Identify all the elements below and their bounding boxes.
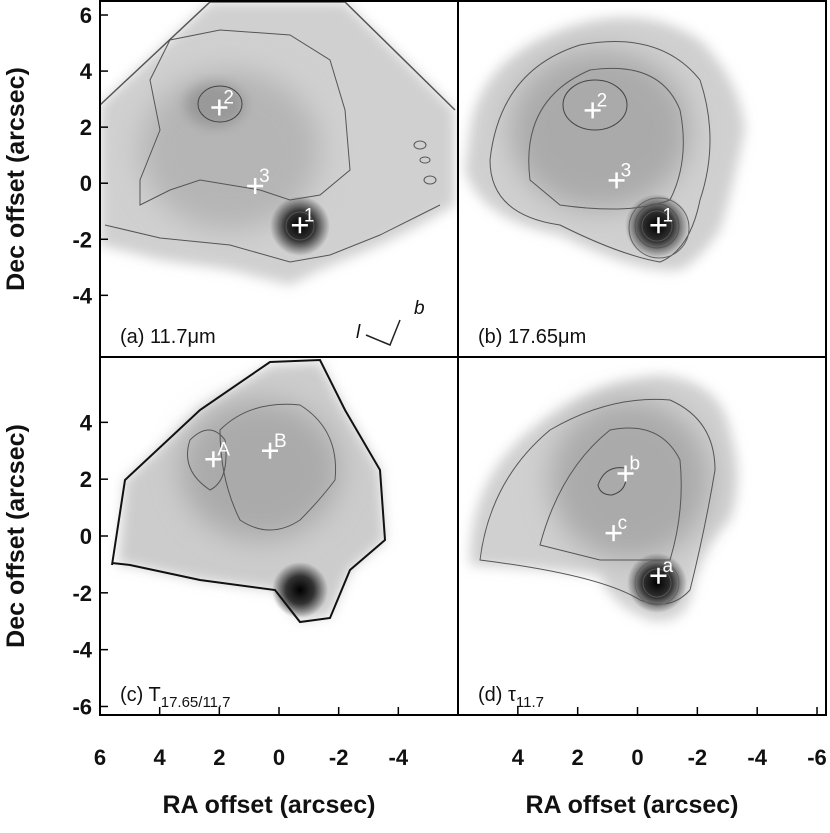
y-tick-label: 2 [80,115,92,140]
panel-label-sub: 17.65/11.7 [161,694,231,711]
x-tick-label: -4 [747,745,767,770]
source-marker [247,178,264,195]
y-tick-label: -2 [72,581,92,606]
y-axis-title: Dec offset (arcsec) [2,67,30,291]
marker-label: b [630,453,641,474]
y-tick-label: 0 [80,524,92,549]
source-marker [291,217,308,234]
panel-label-main: (d) τ [478,684,516,706]
marker-label: A [217,439,230,460]
source-marker [650,217,667,234]
marker-label: 2 [597,90,608,111]
marker-label: 2 [223,88,234,109]
panel-frames [99,0,827,716]
x-axis-title: RA offset (arcsec) [525,791,738,819]
x-tick-label: 0 [631,745,643,770]
map-image [470,375,738,621]
marker-label: c [618,513,628,534]
panel-label: (b) 17.65μm [478,326,586,348]
source-marker [608,172,625,189]
map-image [465,17,745,271]
panel-label: (a) 11.7μm [120,326,216,348]
y-tick-label: 4 [80,410,93,435]
y-tick-label: 4 [80,59,93,84]
y-tick-label: 6 [80,3,92,28]
panel-label-main: (c) T [120,684,161,706]
marker-label: 1 [662,205,673,226]
x-tick-label: 2 [572,745,584,770]
marker-label: a [662,556,673,577]
x-tick-label: 4 [512,745,525,770]
orientation-label: l [356,322,361,343]
source-marker [605,525,622,542]
source-marker [205,451,222,468]
y-axis-title: Dec offset (arcsec) [2,424,30,648]
marker-label: 3 [259,166,270,187]
x-tick-label: 6 [94,745,106,770]
marker-label: 3 [621,160,632,181]
y-tick-label: 0 [80,171,92,196]
x-tick-label: 4 [154,745,167,770]
x-tick-label: 0 [273,745,285,770]
source-marker [584,102,601,119]
x-tick-label: 2 [213,745,225,770]
y-tick-label: -6 [72,694,92,719]
source-marker [211,99,228,116]
map-image [100,1,456,346]
x-tick-label: -4 [389,745,409,770]
orientation-label: b [414,298,425,319]
panel-label-sub: 11.7 [516,694,544,711]
x-tick-label: -6 [807,745,827,770]
y-tick-label: 2 [80,467,92,492]
panel-label: (c) T17.65/11.7 [120,684,231,711]
y-tick-label: -4 [72,283,92,308]
map-image [111,358,387,624]
panel-label: (d) τ11.7 [478,684,544,711]
y-tick-label: -4 [72,638,92,663]
marker-label: 1 [304,205,315,226]
x-tick-label: -2 [329,745,349,770]
x-axis-title: RA offset (arcsec) [162,791,375,819]
source-marker [650,567,667,584]
x-tick-label: -2 [688,745,708,770]
y-tick-label: -2 [72,227,92,252]
marker-label: B [274,431,287,452]
source-marker [617,465,634,482]
source-marker [262,442,279,459]
